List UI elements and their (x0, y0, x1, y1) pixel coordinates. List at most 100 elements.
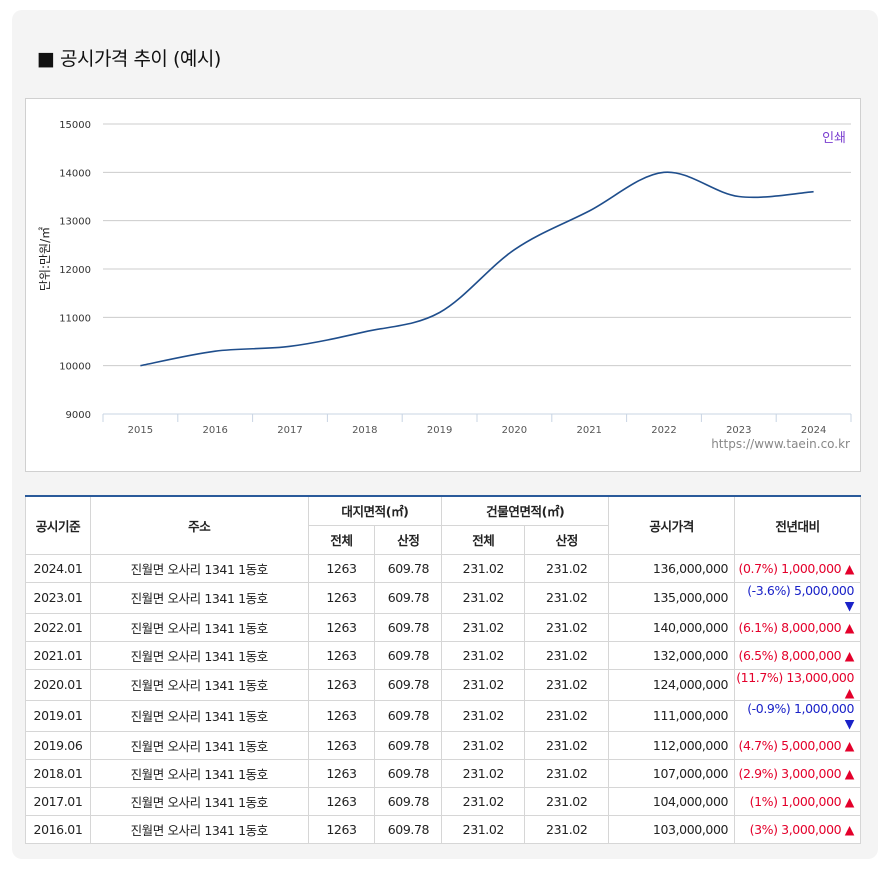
x-tick-label: 2024 (801, 425, 826, 436)
cell-change: (-0.9%) 1,000,000 ▼ (734, 699, 861, 732)
cell-address: 진월면 오사리 1341 1동호 (89, 640, 309, 670)
y-axis-label: 단위:만원/㎡ (38, 227, 52, 291)
source-url: https://www.taein.co.kr (711, 437, 850, 451)
change-value: (11.7%) 13,000,000 (736, 669, 854, 685)
x-tick-label: 2020 (502, 425, 527, 436)
cell-building-calc: 231.02 (524, 730, 610, 760)
cell-building-calc: 231.02 (524, 553, 610, 583)
cell-change: (11.7%) 13,000,000 ▲ (734, 668, 861, 701)
cell-address: 진월면 오사리 1341 1동호 (89, 668, 309, 701)
print-link[interactable]: 인쇄 (822, 131, 846, 146)
cell-land-total: 1263 (307, 640, 376, 670)
cell-building-total: 231.02 (441, 699, 526, 732)
change-value: (-0.9%) 1,000,000 (747, 700, 854, 716)
cell-price: 140,000,000 (608, 612, 736, 642)
cell-price: 135,000,000 (608, 581, 736, 614)
cell-change: (-3.6%) 5,000,000 ▼ (734, 581, 861, 614)
cell-date: 2016.01 (25, 814, 91, 844)
change-value: (6.1%) 8,000,000 (738, 619, 842, 635)
cell-date: 2022.01 (25, 612, 91, 642)
cell-land-calc: 609.78 (374, 612, 443, 642)
x-tick-label: 2019 (427, 425, 452, 436)
cell-land-total: 1263 (307, 814, 376, 844)
cell-land-total: 1263 (307, 581, 376, 614)
table-row: 2024.01 진월면 오사리 1341 1동호 1263 609.78 231.02 2… (25, 553, 861, 583)
cell-address: 진월면 오사리 1341 1동호 (89, 581, 309, 614)
cell-price: 107,000,000 (608, 758, 736, 788)
cell-building-total: 231.02 (441, 730, 526, 760)
cell-land-total: 1263 (307, 786, 376, 816)
arrow-up-icon: ▲ (841, 647, 855, 663)
y-tick-label: 9000 (66, 410, 91, 421)
x-tick-label: 2023 (726, 425, 751, 436)
y-tick-label: 11000 (59, 313, 91, 324)
cell-building-total: 231.02 (441, 553, 526, 583)
table-row: 2016.01 진월면 오사리 1341 1동호 1263 609.78 231.02 2… (25, 814, 861, 844)
cell-price: 104,000,000 (608, 786, 736, 816)
cell-land-total: 1263 (307, 612, 376, 642)
arrow-up-icon: ▲ (841, 737, 855, 753)
cell-address: 진월면 오사리 1341 1동호 (89, 814, 309, 844)
cell-land-calc: 609.78 (374, 581, 443, 614)
cell-land-calc: 609.78 (374, 786, 443, 816)
cell-land-total: 1263 (307, 668, 376, 701)
series-line (140, 171, 814, 367)
cell-building-total: 231.02 (441, 758, 526, 788)
arrow-up-icon: ▲ (841, 765, 855, 781)
header-building-calc: 산정 (524, 524, 610, 555)
cell-price: 111,000,000 (608, 699, 736, 732)
cell-land-calc: 609.78 (374, 668, 443, 701)
cell-address: 진월면 오사리 1341 1동호 (89, 758, 309, 788)
cell-building-total: 231.02 (441, 581, 526, 614)
cell-change: (1%) 1,000,000 ▲ (734, 786, 861, 816)
cell-building-total: 231.02 (441, 786, 526, 816)
cell-date: 2024.01 (25, 553, 91, 583)
table-row: 2017.01 진월면 오사리 1341 1동호 1263 609.78 231.02 2… (25, 786, 861, 816)
cell-land-calc: 609.78 (374, 699, 443, 732)
change-value: (2.9%) 3,000,000 (738, 765, 842, 781)
cell-date: 2017.01 (25, 786, 91, 816)
cell-address: 진월면 오사리 1341 1동호 (89, 730, 309, 760)
cell-land-calc: 609.78 (374, 640, 443, 670)
cell-building-calc: 231.02 (524, 814, 610, 844)
cell-land-total: 1263 (307, 553, 376, 583)
change-value: (1%) 1,000,000 (749, 793, 842, 809)
x-tick-label: 2017 (277, 425, 302, 436)
cell-address: 진월면 오사리 1341 1동호 (89, 553, 309, 583)
change-value: (-3.6%) 5,000,000 (747, 582, 854, 598)
header-date: 공시기준 (25, 495, 91, 555)
table-row: 2018.01 진월면 오사리 1341 1동호 1263 609.78 231.02 2… (25, 758, 861, 788)
cell-price: 124,000,000 (608, 668, 736, 701)
cell-date: 2018.01 (25, 758, 91, 788)
cell-land-total: 1263 (307, 699, 376, 732)
x-tick-label: 2022 (651, 425, 676, 436)
cell-land-total: 1263 (307, 758, 376, 788)
price-history-table: 공시기준 주소 대지면적(㎡) 건물연면적(㎡) 공시가격 전년대비 전체 산정… (25, 495, 861, 844)
arrow-up-icon: ▲ (841, 793, 855, 809)
cell-date: 2019.06 (25, 730, 91, 760)
cell-land-calc: 609.78 (374, 730, 443, 760)
cell-price: 136,000,000 (608, 553, 736, 583)
cell-building-calc: 231.02 (524, 786, 610, 816)
price-trend-chart: 9000 10000 11000 12000 13000 14000 15000 2015 20… (25, 98, 861, 472)
header-change: 전년대비 (734, 495, 861, 555)
change-value: (4.7%) 5,000,000 (738, 737, 842, 753)
cell-land-calc: 609.78 (374, 758, 443, 788)
cell-building-calc: 231.02 (524, 640, 610, 670)
cell-change: (6.5%) 8,000,000 ▲ (734, 640, 861, 670)
change-value: (3%) 3,000,000 (749, 821, 842, 837)
cell-address: 진월면 오사리 1341 1동호 (89, 699, 309, 732)
cell-building-calc: 231.02 (524, 581, 610, 614)
table-row: 2020.01 진월면 오사리 1341 1동호 1263 609.78 231.02 2… (25, 668, 861, 701)
arrow-up-icon: ▲ (841, 560, 855, 576)
header-land-area: 대지면적(㎡) (307, 495, 443, 526)
cell-building-total: 231.02 (441, 814, 526, 844)
table-row: 2019.06 진월면 오사리 1341 1동호 1263 609.78 231.02 2… (25, 730, 861, 760)
arrow-up-icon: ▲ (841, 619, 855, 635)
x-tick-label: 2021 (576, 425, 601, 436)
cell-date: 2021.01 (25, 640, 91, 670)
cell-change: (0.7%) 1,000,000 ▲ (734, 553, 861, 583)
y-tick-label: 12000 (59, 265, 91, 276)
cell-building-calc: 231.02 (524, 758, 610, 788)
table-row: 2019.01 진월면 오사리 1341 1동호 1263 609.78 231.02 2… (25, 699, 861, 732)
